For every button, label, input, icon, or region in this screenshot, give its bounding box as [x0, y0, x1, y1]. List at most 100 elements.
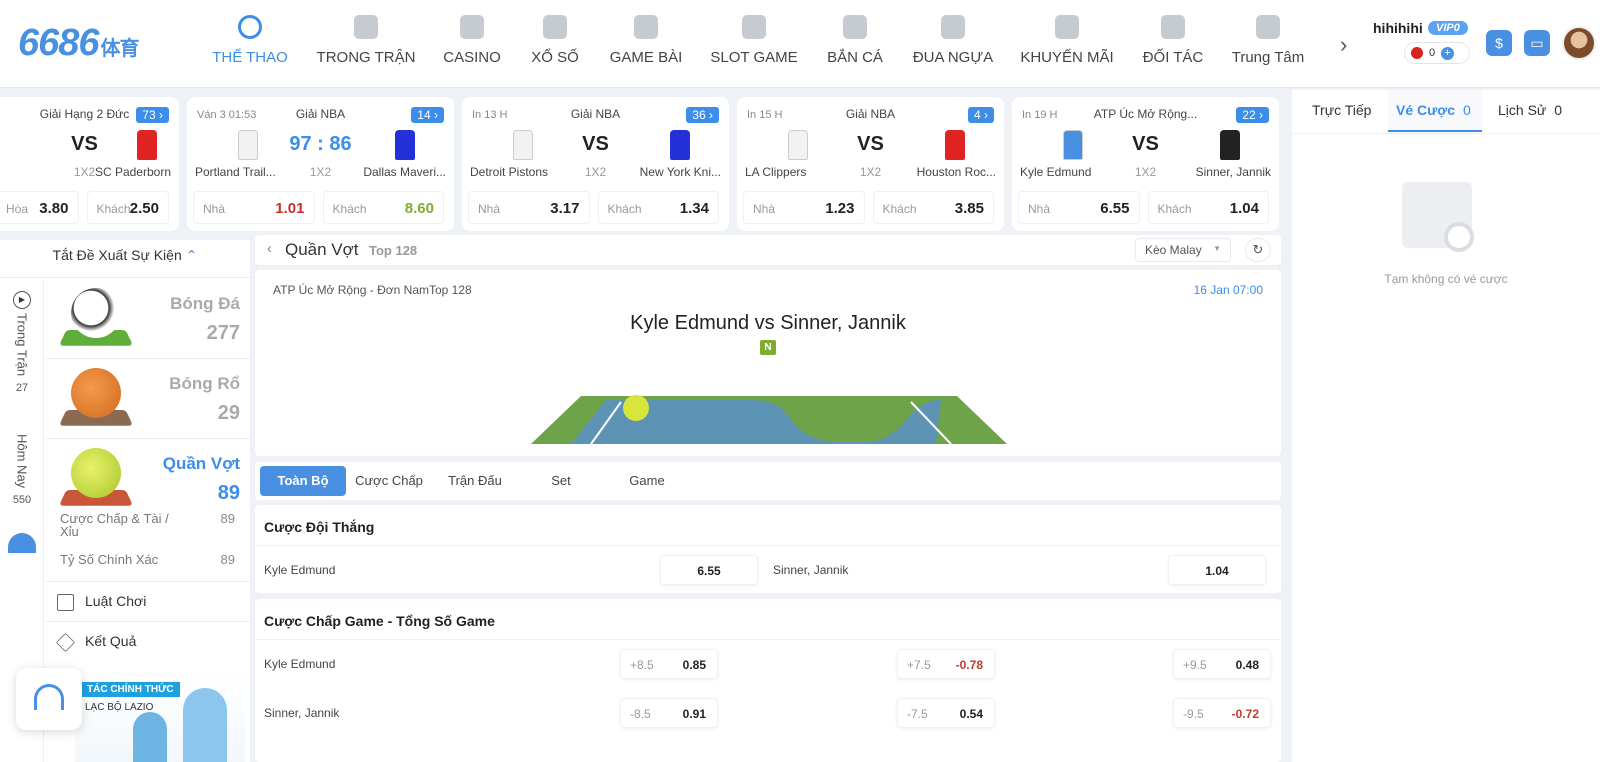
nav-item-ban-ca[interactable]: BẮN CÁ — [795, 0, 915, 88]
balance-pill[interactable]: 0 + — [1404, 42, 1470, 64]
nav-item-trong-tran[interactable]: TRONG TRẬN — [306, 0, 426, 88]
handicap-line: -8.5 — [630, 707, 651, 721]
sub-correct-score[interactable]: Tỷ Số Chính Xác 89 — [60, 552, 235, 567]
market-count-badge[interactable]: 73 › — [136, 107, 169, 123]
odd-value: 1.04 — [1205, 564, 1229, 578]
nav-label: THỂ THAO — [212, 49, 288, 66]
handicap-odd-button[interactable]: -9.5 -0.72 — [1173, 698, 1271, 728]
sport-soccer[interactable]: Bóng Đá 277 — [45, 280, 250, 359]
nav-item-khuyen-mai[interactable]: KHUYẾN MÃI — [1007, 0, 1127, 88]
nav-item-casino[interactable]: CASINO — [412, 0, 532, 88]
away-win-odd-button[interactable]: 1.04 — [1168, 555, 1266, 585]
away-jersey-icon — [945, 130, 966, 160]
tab-history[interactable]: Lịch Sử 0 — [1498, 90, 1562, 132]
nav-item-trung-tam[interactable]: Trung Tâm — [1208, 0, 1328, 88]
market-count: 14 — [417, 108, 431, 122]
vs-label: VS — [582, 133, 609, 155]
nav-item-xo-so[interactable]: XỔ SỐ — [495, 0, 615, 88]
home-jersey-icon — [1062, 130, 1083, 160]
tab-handicap[interactable]: Cược Chấp — [355, 473, 423, 488]
nav-item-doi-tac[interactable]: ĐỐI TÁC — [1113, 0, 1233, 88]
nav-item-slot-game[interactable]: SLOT GAME — [694, 0, 814, 88]
tab-match[interactable]: Trận Đấu — [448, 473, 502, 488]
results-link[interactable]: Kết Quả — [45, 621, 250, 661]
tab-today[interactable]: Hôm Nay 550 — [0, 434, 44, 506]
odd-value: 2.50 — [129, 200, 159, 217]
odd-button-1[interactable]: Nhà 6.55 — [1018, 191, 1140, 224]
tab-game[interactable]: Game — [629, 473, 665, 488]
sport-basketball[interactable]: Bóng Rổ 29 — [45, 360, 250, 439]
odd-button-2[interactable]: Khách 1.34 — [597, 191, 719, 224]
league-name: ATP Úc Mở Rộng... — [1093, 107, 1198, 121]
odd-button-2[interactable]: Khách 1.04 — [1147, 191, 1269, 224]
back-chevron-icon[interactable]: ‹ — [267, 240, 272, 257]
nav-item-dua-ngua[interactable]: ĐUA NGỰA — [893, 0, 1013, 88]
tab-all[interactable]: Toàn Bộ — [260, 466, 346, 496]
lazio-promo-banner[interactable]: TÁC CHÍNH THỨC LẠC BỘ LAZIO — [75, 672, 245, 762]
handicap-odd-button[interactable]: +7.5 -0.78 — [897, 649, 995, 679]
handicap-line: +8.5 — [630, 658, 654, 672]
odd-label: Khách — [1157, 202, 1192, 216]
market-count-badge[interactable]: 22 › — [1236, 107, 1269, 123]
deposit-plus-icon[interactable]: + — [1441, 46, 1455, 60]
match-card[interactable]: Ván 3 01:53 Giải NBA 14 › 97 : 86 Portland T… — [187, 97, 454, 231]
odd-label: Hòa — [6, 202, 29, 216]
odd-button-2[interactable]: Khách 3.85 — [872, 191, 994, 224]
nav-label: TRONG TRẬN — [316, 49, 416, 66]
home-win-odd-button[interactable]: 6.55 — [660, 555, 758, 585]
market-count-badge[interactable]: 36 › — [686, 107, 719, 123]
handicap-odd-button[interactable]: +8.5 0.85 — [620, 649, 718, 679]
nav-item-the-thao[interactable]: THỂ THAO — [190, 0, 310, 88]
handicap-odd-button[interactable]: +9.5 0.48 — [1173, 649, 1271, 679]
vs-label: VS — [71, 133, 98, 155]
market-count-badge[interactable]: 14 › — [411, 107, 444, 123]
customer-support-button[interactable] — [16, 668, 82, 730]
rules-link[interactable]: Luật Chơi — [45, 581, 250, 621]
refresh-icon[interactable]: ↻ — [1245, 238, 1271, 262]
sub-handicap-total[interactable]: Cược Chấp & Tài / Xỉu 89 — [60, 512, 235, 538]
handicap-odd-button[interactable]: -8.5 0.91 — [620, 698, 718, 728]
section-title: Cược Đội Thắng — [264, 519, 375, 535]
away-jersey-icon — [1220, 130, 1241, 160]
match-card[interactable]: Giải Hạng 2 Đức 73 › VS 1X2 SC Paderborn Hòa 3… — [0, 97, 179, 231]
username[interactable]: hihihihi — [1373, 20, 1423, 36]
wallet-bag-icon[interactable]: $ — [1486, 30, 1512, 56]
odd-button-2[interactable]: Khách 2.50 — [86, 191, 169, 224]
avatar[interactable] — [1562, 26, 1596, 60]
live-score: 97 : 86 — [289, 133, 352, 155]
match-card[interactable]: In 19 H ATP Úc Mở Rộng... 22 › VS Kyle Edmun… — [1012, 97, 1279, 231]
match-teams: Kyle Edmund vs Sinner, Jannik — [630, 312, 906, 334]
sport-name: Bóng Đá — [170, 294, 240, 313]
match-card[interactable]: In 15 H Giải NBA 4 › VS LA Clippers 1X2 Housto… — [737, 97, 1004, 231]
site-logo[interactable]: 6686 体育 — [18, 22, 140, 65]
tab-live[interactable]: Trực Tiếp — [1312, 90, 1371, 132]
odd-button-2[interactable]: Khách 8.60 — [322, 191, 444, 224]
odds-type-select[interactable]: Kèo Malay ▼ — [1135, 238, 1231, 262]
today-count: 550 — [12, 494, 32, 507]
away-team: Dallas Maveri... — [363, 165, 446, 179]
tab-in-play[interactable]: ▶ Trong Trận 27 — [0, 291, 44, 394]
market-label: 1X2 — [1134, 165, 1157, 179]
tab-set[interactable]: Set — [551, 473, 571, 488]
odd-button-1[interactable]: Hòa 3.80 — [0, 191, 79, 224]
tab-bet-slip[interactable]: Vé Cược 0 — [1388, 90, 1482, 132]
odd-button-1[interactable]: Nhà 3.17 — [468, 191, 590, 224]
nav-next-icon[interactable]: › — [1340, 32, 1348, 57]
video-icon — [354, 15, 378, 39]
crown-icon — [1161, 15, 1185, 39]
match-time: In 13 H — [472, 109, 508, 121]
nav-item-game-bai[interactable]: GAME BÀI — [586, 0, 706, 88]
odd-button-1[interactable]: Nhà 1.23 — [743, 191, 865, 224]
match-card[interactable]: In 13 H Giải NBA 36 › VS Detroit Pistons 1X2 N… — [462, 97, 729, 231]
market-count-badge[interactable]: 4 › — [967, 107, 994, 123]
handicap-odd-button[interactable]: -7.5 0.54 — [897, 698, 995, 728]
sport-tennis[interactable]: Quần Vợt 89 — [45, 440, 250, 506]
toggle-suggest-button[interactable]: Tắt Đề Xuất Sự Kiện ⌃ — [0, 240, 250, 278]
empty-message: Tạm không có vé cược — [1384, 272, 1508, 286]
logo-subtext: 体育 — [100, 38, 140, 60]
card-icon[interactable]: ▭ — [1524, 30, 1550, 56]
odd-button-1[interactable]: Nhà 1.01 — [193, 191, 315, 224]
vs-label: VS — [857, 133, 884, 155]
match-header: ATP Úc Mở Rộng - Đơn NamTop 128 16 Jan 0… — [255, 270, 1281, 456]
divider — [255, 545, 1281, 546]
